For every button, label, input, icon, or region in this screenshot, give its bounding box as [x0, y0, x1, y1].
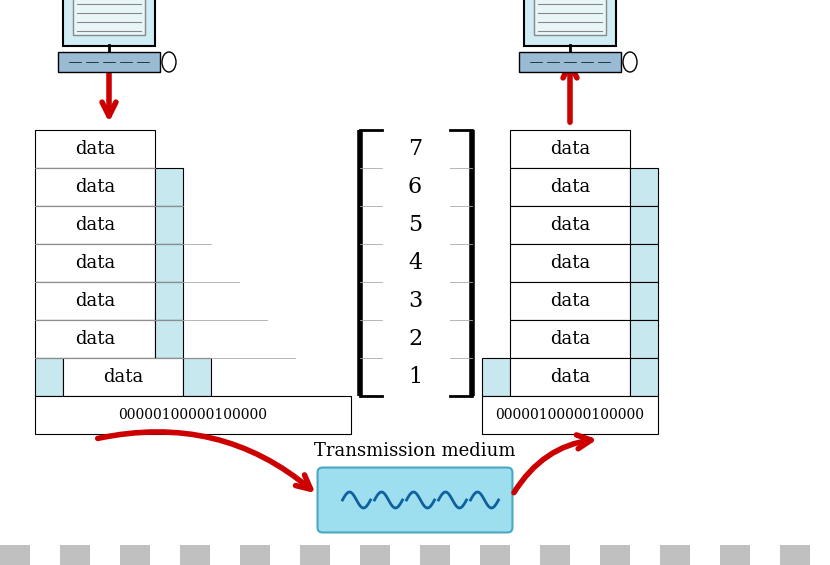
FancyBboxPatch shape — [519, 52, 621, 72]
Bar — [720, 545, 750, 565]
Text: data: data — [550, 178, 590, 196]
Text: 1: 1 — [408, 366, 422, 388]
Bar — [510, 206, 630, 244]
Bar — [155, 168, 183, 206]
Bar — [510, 282, 630, 320]
Bar — [510, 168, 630, 206]
Bar — [155, 320, 183, 358]
Text: data: data — [550, 140, 590, 158]
Text: data: data — [75, 330, 115, 348]
Bar — [35, 320, 155, 358]
Bar — [155, 282, 183, 320]
Bar — [360, 130, 382, 396]
Ellipse shape — [162, 52, 176, 72]
FancyBboxPatch shape — [63, 0, 155, 46]
Bar — [510, 130, 630, 168]
Text: data: data — [103, 368, 143, 386]
Bar — [183, 358, 211, 396]
Text: data: data — [550, 292, 590, 310]
Text: 6: 6 — [408, 176, 422, 198]
Bar — [155, 206, 183, 244]
Bar — [630, 168, 658, 206]
Text: data: data — [75, 178, 115, 196]
Bar — [0, 545, 30, 565]
Bar — [60, 545, 90, 565]
Text: 7: 7 — [408, 138, 422, 160]
Ellipse shape — [623, 52, 637, 72]
Text: data: data — [75, 292, 115, 310]
Bar — [780, 545, 810, 565]
Bar — [482, 358, 510, 396]
Bar — [63, 358, 183, 396]
Text: 2: 2 — [408, 328, 422, 350]
Bar — [300, 545, 330, 565]
Bar — [120, 545, 150, 565]
Bar — [35, 168, 155, 206]
Bar — [73, 0, 145, 35]
Text: 5: 5 — [408, 214, 422, 236]
Text: data: data — [75, 140, 115, 158]
Bar — [155, 244, 183, 282]
Bar — [180, 545, 210, 565]
Text: 4: 4 — [408, 252, 422, 274]
Bar — [510, 358, 630, 396]
Text: data: data — [550, 254, 590, 272]
Bar — [630, 358, 658, 396]
Text: 00000100000100000: 00000100000100000 — [496, 408, 645, 422]
Text: Transmission medium: Transmission medium — [315, 442, 515, 460]
FancyBboxPatch shape — [524, 0, 616, 46]
Bar — [510, 244, 630, 282]
Bar — [534, 0, 606, 35]
FancyBboxPatch shape — [318, 467, 512, 532]
Bar — [35, 206, 155, 244]
Bar — [35, 244, 155, 282]
FancyBboxPatch shape — [58, 52, 160, 72]
Text: data: data — [550, 216, 590, 234]
Bar — [630, 320, 658, 358]
Bar — [540, 545, 570, 565]
Bar — [35, 396, 351, 434]
Bar — [600, 545, 630, 565]
Text: 00000100000100000: 00000100000100000 — [119, 408, 267, 422]
Text: data: data — [550, 368, 590, 386]
Bar — [35, 282, 155, 320]
Bar — [420, 545, 450, 565]
Text: 3: 3 — [408, 290, 422, 312]
Bar — [510, 320, 630, 358]
Bar — [240, 545, 270, 565]
Bar — [482, 396, 658, 434]
Text: data: data — [75, 216, 115, 234]
Bar — [630, 244, 658, 282]
Bar — [360, 545, 390, 565]
Text: data: data — [550, 330, 590, 348]
Bar — [480, 545, 510, 565]
Bar — [35, 130, 155, 168]
Bar — [660, 545, 690, 565]
Bar — [630, 206, 658, 244]
Bar — [450, 130, 472, 396]
Text: data: data — [75, 254, 115, 272]
Bar — [35, 358, 63, 396]
Bar — [630, 282, 658, 320]
